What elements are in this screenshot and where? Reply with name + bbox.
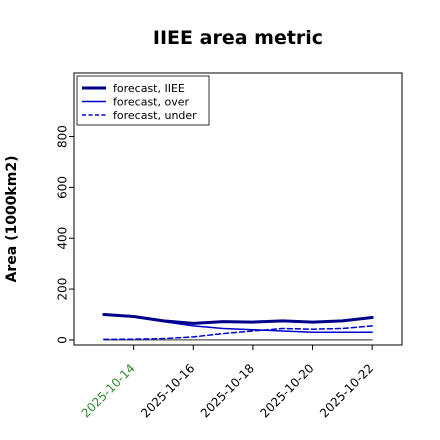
series-line-2: [103, 325, 373, 341]
x-ticks: 2025-10-14 2025-10-16 2025-10-18 2025-10-20…: [79, 345, 376, 420]
x-tick-label: 2025-10-22: [317, 361, 376, 420]
legend-box: [76, 75, 210, 126]
y-tick-label: 200: [56, 278, 70, 301]
y-tick-label: 0: [56, 336, 70, 344]
series-lines: [102, 313, 374, 341]
chart-title: IIEE area metric: [153, 27, 323, 49]
legend-label: forecast, under: [113, 109, 197, 122]
y-tick-label: 600: [56, 176, 70, 199]
y-tick-label: 400: [56, 227, 70, 250]
y-axis-label: Area (1000km2): [4, 156, 20, 283]
plot-frame: [73, 72, 403, 346]
y-ticks: 0 200 400 600 800: [56, 125, 74, 344]
x-tick-label: 2025-10-16: [138, 361, 197, 420]
x-tick-label: 2025-10-20: [257, 361, 316, 420]
legend-label: forecast, IIEE: [113, 82, 185, 95]
x-tick-label: 2025-10-14: [79, 361, 138, 420]
x-tick-label: 2025-10-18: [198, 361, 257, 420]
legend-label: forecast, over: [113, 96, 189, 109]
series-line-0: [102, 313, 374, 325]
y-tick-label: 800: [56, 125, 70, 148]
